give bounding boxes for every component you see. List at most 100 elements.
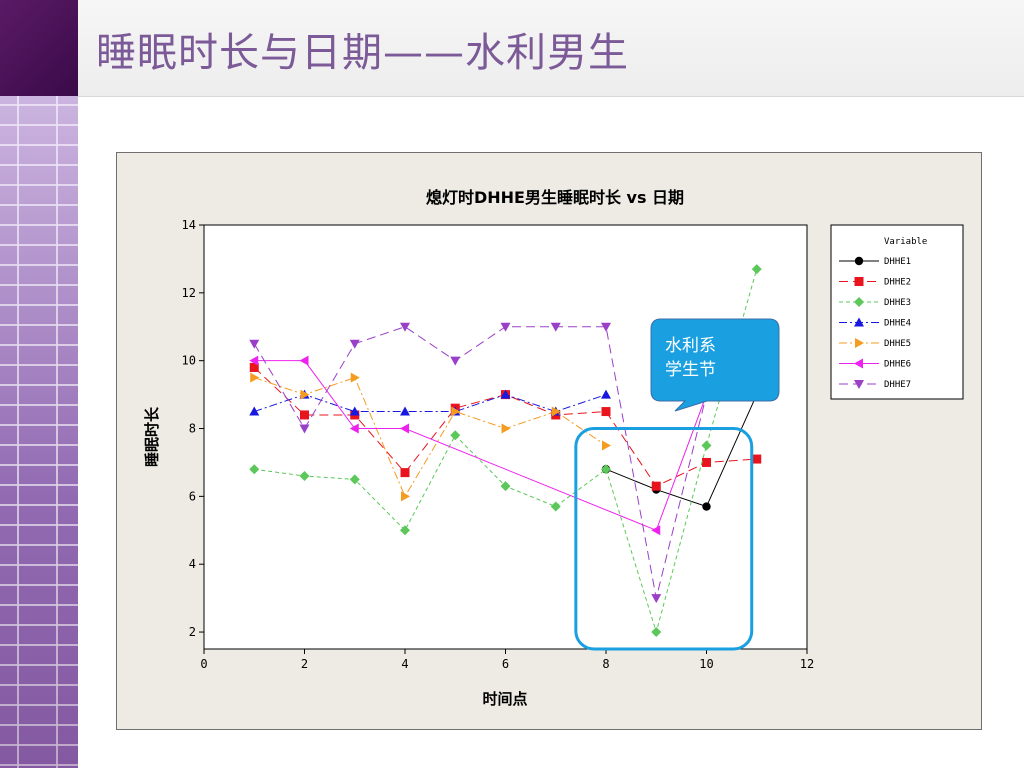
data-point <box>601 407 611 417</box>
data-point <box>651 525 661 536</box>
x-tick-label: 12 <box>800 657 814 671</box>
legend-marker <box>855 338 864 348</box>
line-chart: 熄灯时DHHE男生睡眠时长 vs 日期 0 2 4 6 8 10 122468101214 … <box>143 188 964 708</box>
data-point <box>752 454 762 464</box>
data-point <box>349 406 360 416</box>
data-point <box>300 389 310 400</box>
data-point <box>701 440 712 451</box>
data-point <box>500 389 511 399</box>
data-point <box>451 406 461 417</box>
data-point <box>702 502 711 511</box>
y-tick-label: 2 <box>189 625 196 639</box>
data-point <box>249 464 260 475</box>
data-point <box>349 474 360 485</box>
data-point <box>500 481 511 492</box>
data-point <box>349 423 359 434</box>
callout-text-line: 水利系 <box>665 336 716 356</box>
chart-frame: 熄灯时DHHE男生睡眠时长 vs 日期 0 2 4 6 8 10 12 2 4 6 8 10 12 14 … <box>116 152 982 730</box>
data-point <box>249 355 259 366</box>
series-dhhe5 <box>250 372 611 502</box>
legend-entry-label: DHHE3 <box>884 298 911 308</box>
data-point <box>349 339 360 349</box>
series-dhhe3 <box>249 264 762 638</box>
data-point <box>400 406 410 416</box>
x-tick-label: 8 <box>602 657 609 671</box>
series-line <box>254 394 607 413</box>
data-point <box>601 464 611 475</box>
data-point <box>400 468 410 478</box>
x-tick-label: 6 <box>502 657 509 671</box>
data-point <box>250 372 260 383</box>
data-point <box>249 362 259 372</box>
data-point <box>249 406 260 416</box>
y-tick-label: 6 <box>189 489 196 503</box>
series-line <box>253 326 707 599</box>
legend-box <box>830 224 964 400</box>
data-point <box>751 264 762 275</box>
data-point <box>501 423 511 434</box>
data-point <box>500 322 511 332</box>
series-line <box>254 377 607 498</box>
data-point <box>651 594 662 604</box>
x-tick-label: 10 <box>699 657 713 671</box>
legend-marker <box>854 380 864 389</box>
data-point <box>450 430 461 441</box>
left-decor-dark <box>0 0 78 96</box>
legend-entry-label: DHHE2 <box>884 278 911 288</box>
legend-entry-label: DHHE5 <box>884 339 911 349</box>
data-point <box>300 410 309 420</box>
legend-marker <box>854 358 863 369</box>
legend-entry-label: DHHE7 <box>884 380 911 390</box>
data-point <box>601 322 611 332</box>
series-line <box>605 394 758 508</box>
x-tick-label: 2 <box>301 657 308 671</box>
y-tick-label: 10 <box>182 354 196 368</box>
data-point <box>550 501 561 512</box>
axes: 0 2 4 6 8 10 12 2 4 6 8 10 12 14 <box>182 218 815 671</box>
y-tick-label: 14 <box>182 218 196 232</box>
legend-marker <box>854 317 864 327</box>
data-point <box>249 339 260 349</box>
x-tick-label: 4 <box>401 657 408 671</box>
data-point <box>651 627 662 638</box>
x-tick-label: 0 <box>200 657 207 671</box>
legend-entry-label: DHHE1 <box>884 257 911 267</box>
callout-bubble <box>650 318 780 412</box>
page-title: 睡眠时长与日期——水利男生 <box>96 30 629 76</box>
data-point <box>299 424 310 434</box>
x-axis-label: 时间点 <box>482 690 527 708</box>
series-line <box>254 360 707 531</box>
data-point <box>550 322 561 332</box>
data-point <box>299 355 309 366</box>
legend-marker <box>854 297 864 307</box>
legend-marker <box>854 277 864 286</box>
data-point <box>299 471 310 482</box>
data-point <box>602 440 611 451</box>
legend-marker <box>854 256 864 266</box>
data-point <box>702 457 711 467</box>
title-bar: 睡眠时长与日期——水利男生 <box>78 0 1024 97</box>
legend-title: Variable <box>884 237 927 247</box>
data-point <box>551 406 561 417</box>
plot-area <box>203 224 808 650</box>
data-point <box>651 481 661 491</box>
data-point <box>350 372 360 383</box>
y-tick-label: 8 <box>189 422 196 436</box>
legend: Variable DHHE1 DHHE2 DHHE3 DHHE4 DHHE5 DHHE6 D… <box>830 224 964 400</box>
data-point <box>400 423 409 434</box>
data-point <box>450 356 461 366</box>
y-tick-label: 12 <box>182 286 196 300</box>
legend-entry-label: DHHE4 <box>884 319 911 329</box>
callout-text-line: 学生节 <box>665 360 716 380</box>
series-layer <box>249 264 762 638</box>
data-point <box>400 525 410 536</box>
y-tick-label: 4 <box>189 557 196 571</box>
highlight-box <box>574 427 754 651</box>
data-point <box>401 491 410 502</box>
y-axis-label: 睡眠时长 <box>143 406 161 467</box>
data-point <box>601 389 611 399</box>
legend-entry-label: DHHE6 <box>884 360 911 370</box>
left-decor-grid <box>0 96 78 768</box>
data-point <box>400 322 410 332</box>
